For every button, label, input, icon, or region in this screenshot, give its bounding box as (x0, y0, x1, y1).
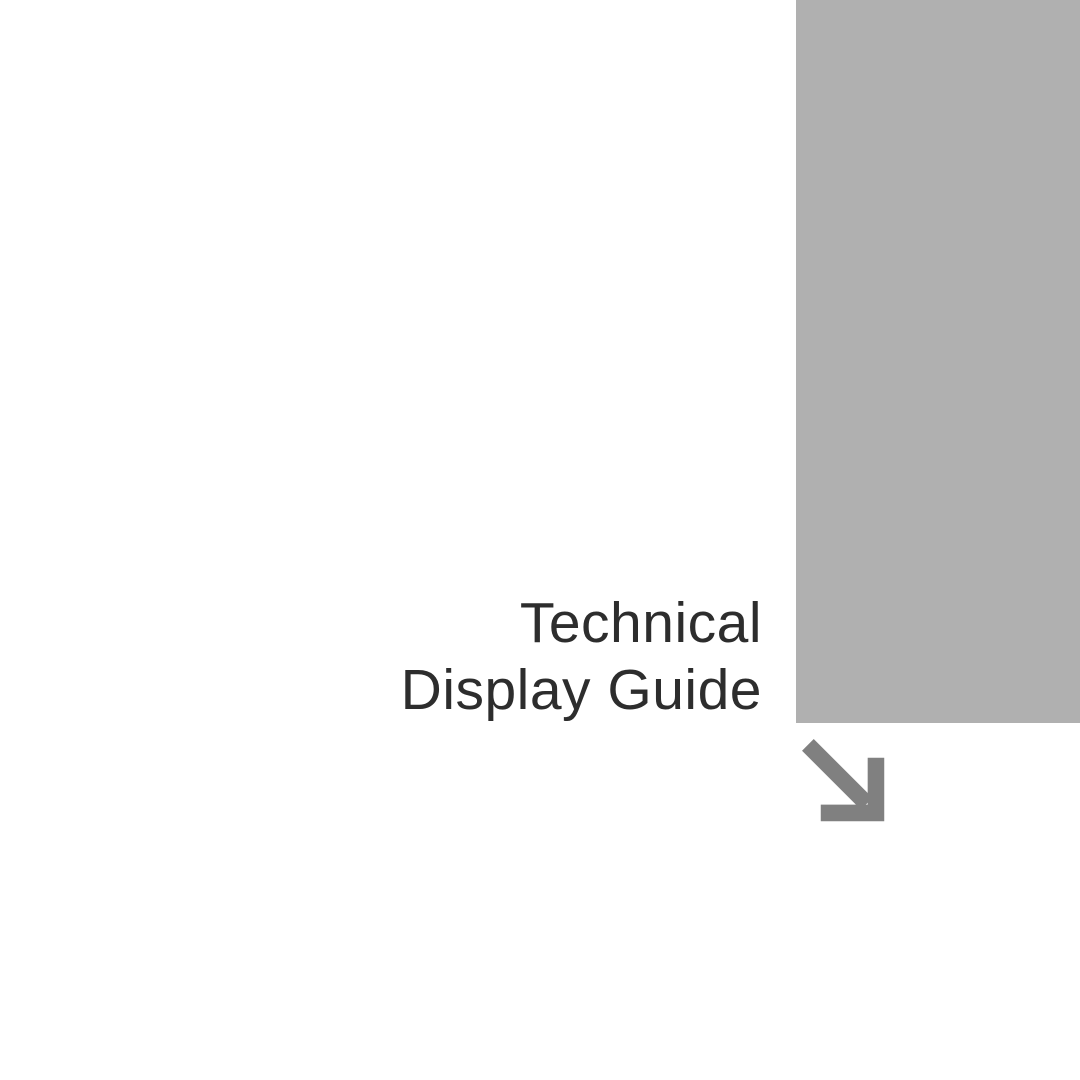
title-line-2: Display Guide (401, 658, 762, 722)
document-title: Technical Display Guide (401, 590, 762, 725)
arrow-down-right-icon (795, 732, 887, 824)
title-line-1: Technical (520, 591, 762, 655)
gray-sidebar-block (796, 0, 1080, 723)
